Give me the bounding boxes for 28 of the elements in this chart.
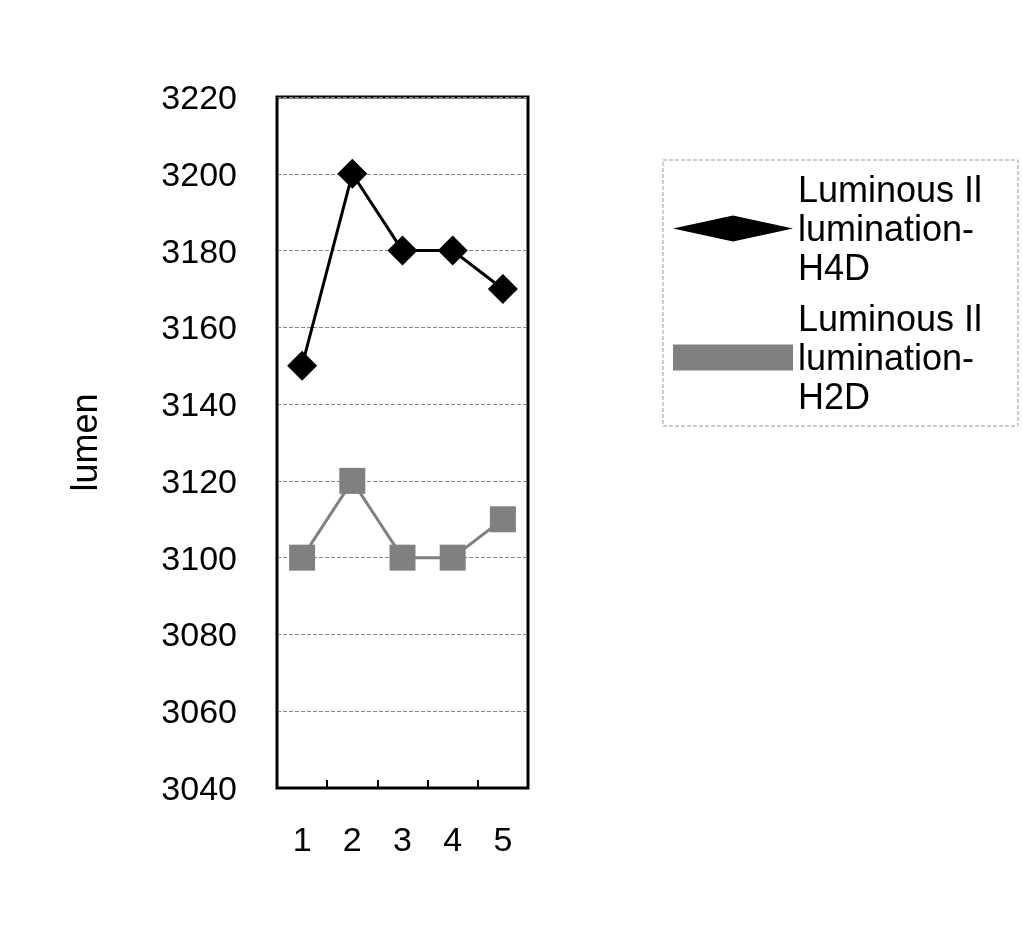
point [487,273,518,304]
point [289,544,316,571]
y-tick-label: 3080 [161,615,237,654]
y-tick-label: 3200 [161,154,237,193]
y-tick-label: 3040 [161,769,237,807]
x-tick-label: 1 [292,820,312,858]
point [439,544,466,571]
x-tick-label: 5 [493,820,513,858]
x-tick-label: 4 [443,820,463,858]
point [389,544,416,571]
y-tick-label: 3120 [161,461,237,500]
point [387,235,418,266]
point [337,158,368,189]
y-tick-label: 3140 [161,385,237,424]
point [489,506,516,533]
x-tick-label: 3 [393,820,412,858]
y-tick-label: 3180 [161,231,237,270]
point [437,235,468,266]
legend-label: Luminous Illumination-H2D [798,298,983,417]
point [339,467,366,494]
x-tick-label: 2 [342,820,362,858]
point [287,350,318,381]
y-tick-label: 3060 [161,692,237,731]
legend-label: Luminous Illumination-H4D [798,169,983,288]
y-tick-label: 3100 [161,538,237,577]
y-tick-label: 3160 [161,308,237,347]
y-tick-label: 3220 [161,78,237,116]
y-axis-title: lumen [63,393,105,492]
